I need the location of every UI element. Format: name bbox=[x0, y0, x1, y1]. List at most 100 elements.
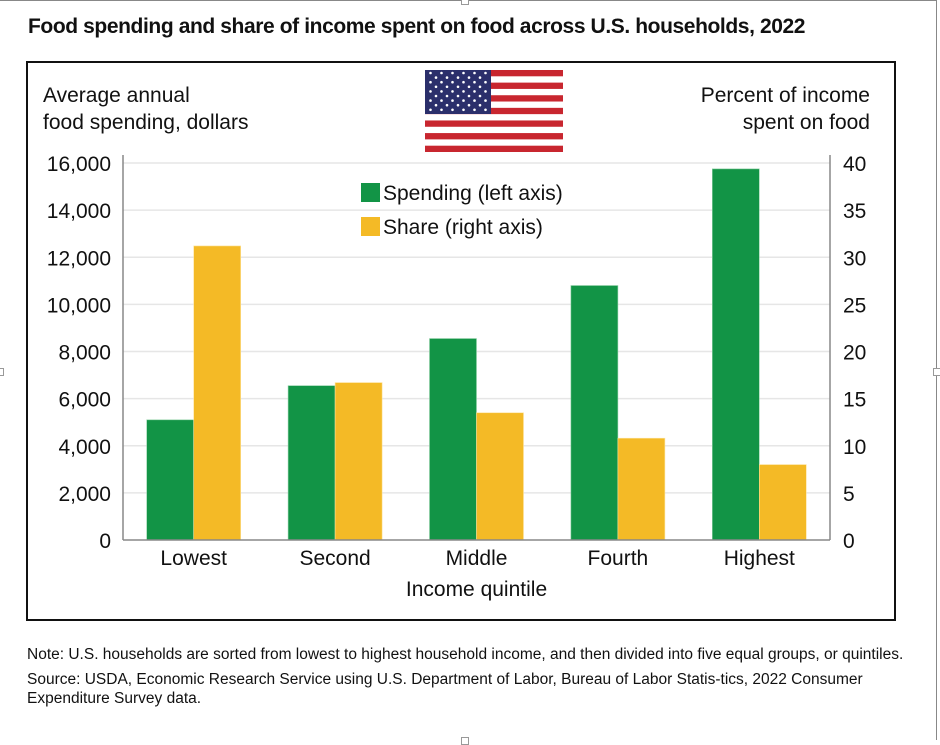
right-axis-title: Percent of income spent on food bbox=[701, 82, 870, 136]
left-y-tick-label: 14,000 bbox=[47, 200, 111, 223]
flag-star bbox=[473, 90, 476, 93]
flag-star bbox=[440, 71, 443, 75]
right-axis-title-line1: Percent of income bbox=[700, 84, 870, 107]
right-y-tick-label: 20 bbox=[843, 342, 866, 365]
flag-star bbox=[440, 90, 443, 93]
flag-star bbox=[484, 90, 487, 93]
bar-share bbox=[758, 464, 807, 541]
flag-stripe bbox=[425, 120, 563, 128]
legend-label-share: Share (right axis) bbox=[383, 216, 543, 239]
flag-star bbox=[478, 103, 482, 107]
flag-star bbox=[434, 85, 438, 89]
x-axis-title: Income quintile bbox=[406, 578, 547, 601]
x-tick-label: Middle bbox=[446, 547, 508, 570]
notes: Note: U.S. households are sorted from lo… bbox=[27, 645, 907, 714]
bar-spending bbox=[570, 285, 619, 541]
bar-spending bbox=[711, 168, 760, 541]
flag-star bbox=[451, 90, 454, 93]
flag-star bbox=[429, 80, 432, 84]
resize-handle-top[interactable] bbox=[461, 0, 469, 5]
right-y-tick-label: 0 bbox=[843, 530, 855, 553]
flag-star bbox=[456, 103, 460, 107]
flag-star bbox=[478, 94, 482, 98]
flag-star bbox=[445, 76, 449, 79]
left-y-tick-label: 6,000 bbox=[58, 389, 111, 412]
x-tick-label: Highest bbox=[724, 547, 795, 570]
right-y-tick-label: 25 bbox=[843, 294, 866, 317]
right-axis-title-line2: spent on food bbox=[742, 111, 870, 134]
right-y-tick-label: 30 bbox=[843, 247, 866, 270]
left-y-tick-label: 4,000 bbox=[58, 436, 111, 459]
flag-star bbox=[445, 103, 449, 107]
flag-star bbox=[462, 108, 465, 112]
resize-handle-left[interactable] bbox=[0, 368, 4, 376]
left-y-tick-label: 2,000 bbox=[58, 483, 111, 506]
flag-star bbox=[484, 108, 487, 112]
left-axis-title-line2: food spending, dollars bbox=[43, 111, 249, 134]
flag-star bbox=[467, 76, 471, 79]
bar-share bbox=[617, 437, 666, 541]
flag-star bbox=[434, 103, 438, 107]
flag-star bbox=[467, 85, 471, 89]
right-y-tick-label: 10 bbox=[843, 436, 866, 459]
flag-stripe bbox=[425, 101, 563, 109]
flag-star bbox=[467, 103, 471, 107]
flag-star bbox=[484, 99, 487, 102]
left-y-tick-label: 16,000 bbox=[47, 153, 111, 176]
right-y-tick-label: 5 bbox=[843, 483, 855, 506]
left-y-tick-label: 0 bbox=[99, 530, 111, 553]
right-y-tick-label: 15 bbox=[843, 389, 866, 412]
flag-stripe bbox=[425, 107, 563, 115]
flag-star bbox=[451, 71, 454, 75]
flag-star bbox=[484, 71, 487, 75]
us-flag-icon bbox=[425, 70, 563, 152]
flag-star bbox=[440, 99, 443, 102]
flag-star bbox=[456, 76, 460, 79]
flag-stripe bbox=[425, 95, 563, 102]
left-y-tick-label: 10,000 bbox=[47, 294, 111, 317]
flag-star bbox=[473, 108, 476, 112]
x-tick-label: Fourth bbox=[588, 547, 649, 570]
x-tick-label: Lowest bbox=[160, 547, 227, 570]
flag-star bbox=[462, 99, 465, 102]
flag-stripe bbox=[425, 82, 563, 90]
flag-star bbox=[434, 94, 438, 98]
flag-star bbox=[440, 108, 443, 112]
flag-star bbox=[478, 76, 482, 79]
x-tick-label: Second bbox=[299, 547, 370, 570]
legend-swatch-share bbox=[361, 217, 380, 236]
flag-stripe bbox=[425, 114, 563, 121]
flag-star bbox=[451, 80, 454, 84]
flag-stripe bbox=[425, 126, 563, 134]
flag-star bbox=[462, 80, 465, 84]
left-y-tick-label: 8,000 bbox=[58, 342, 111, 365]
flag-stripe bbox=[425, 70, 563, 77]
note-text: Note: U.S. households are sorted from lo… bbox=[27, 646, 904, 663]
legend-swatch-spending bbox=[361, 183, 380, 202]
flag-star bbox=[456, 85, 460, 89]
flag-star bbox=[440, 80, 443, 84]
left-y-tick-label: 12,000 bbox=[47, 247, 111, 270]
right-y-tick-label: 40 bbox=[843, 153, 866, 176]
bar-share bbox=[193, 245, 241, 541]
flag-star bbox=[467, 94, 471, 98]
resize-handle-right[interactable] bbox=[933, 368, 940, 376]
flag-star bbox=[429, 99, 432, 102]
source-text: Source: USDA, Economic Research Service … bbox=[27, 671, 863, 707]
flag-stripe bbox=[425, 133, 563, 140]
bar-spending bbox=[146, 419, 194, 541]
left-axis-title-line1: Average annual bbox=[43, 84, 190, 107]
flag-star bbox=[429, 71, 432, 75]
flag-star bbox=[429, 90, 432, 93]
chart-title: Food spending and share of income spent … bbox=[28, 15, 806, 38]
flag-stripe bbox=[425, 76, 563, 83]
bar-share bbox=[476, 412, 524, 541]
flag-star bbox=[434, 76, 438, 79]
flag-star bbox=[451, 99, 454, 102]
flag-star bbox=[445, 85, 449, 89]
flag-star bbox=[478, 85, 482, 89]
flag-star bbox=[462, 71, 465, 75]
flag-stripe bbox=[425, 88, 563, 96]
flag-star bbox=[456, 94, 460, 98]
